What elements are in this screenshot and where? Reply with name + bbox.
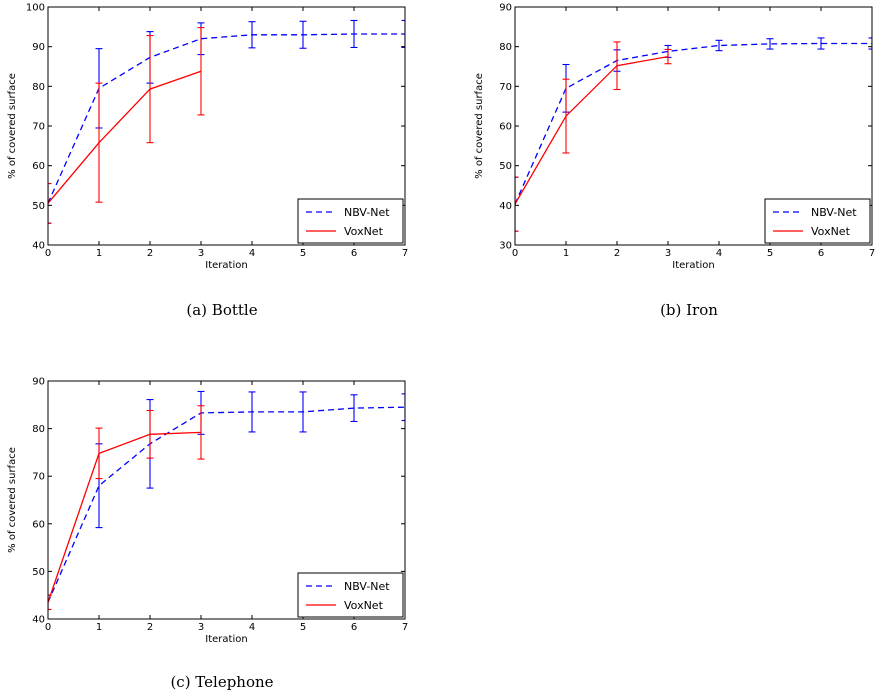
- y-tick-label: 30: [499, 241, 512, 252]
- legend-label-nbv-net: NBV-Net: [344, 580, 390, 593]
- y-tick-label: 40: [32, 241, 45, 252]
- y-tick-label: 60: [32, 519, 45, 530]
- x-tick-label: 4: [249, 248, 255, 259]
- y-tick-label: 80: [32, 424, 45, 435]
- x-tick-label: 1: [563, 248, 569, 259]
- y-axis-label: % of covered surface: [7, 73, 18, 179]
- plot-area: [48, 390, 405, 611]
- series-line-voxnet: [48, 431, 202, 603]
- series-line-nbv-net: [515, 42, 872, 205]
- y-axis-label: % of covered surface: [7, 447, 18, 553]
- y-tick-label: 90: [499, 3, 512, 14]
- y-tick-label: 50: [499, 161, 512, 172]
- x-tick-label: 7: [869, 248, 875, 259]
- x-tick-label: 2: [147, 622, 153, 633]
- x-tick-label: 3: [665, 248, 671, 259]
- y-tick-label: 60: [32, 161, 45, 172]
- plot-area: [48, 19, 405, 224]
- legend-label-voxnet: VoxNet: [344, 599, 384, 612]
- y-tick-label: 90: [32, 377, 45, 388]
- x-tick-label: 5: [767, 248, 773, 259]
- legend-label-voxnet: VoxNet: [344, 225, 384, 238]
- legend-box: [297, 572, 404, 618]
- y-tick-label: 60: [499, 122, 512, 133]
- x-tick-label: 4: [249, 622, 255, 633]
- chart-telephone: 0 1 2 3 4 5 6 7 40 50 60 70 80 90 Iteration % of covere…: [7, 377, 408, 692]
- x-tick-label: 3: [198, 622, 204, 633]
- y-tick-label: 100: [26, 3, 45, 14]
- y-tick-label: 80: [32, 82, 45, 93]
- series-line-nbv-net: [48, 33, 405, 204]
- x-tick-label: 6: [351, 622, 357, 633]
- axes-frame: [47, 380, 406, 620]
- legend-label-nbv-net: NBV-Net: [811, 206, 857, 219]
- y-tick-label: 50: [32, 201, 45, 212]
- x-tick-label: 6: [818, 248, 824, 259]
- y-tick-label: 40: [499, 201, 512, 212]
- chart-caption: (b) Iron: [660, 301, 718, 319]
- x-tick-label: 0: [45, 248, 51, 259]
- y-tick-label: 70: [499, 82, 512, 93]
- chart-caption: (c) Telephone: [170, 673, 273, 691]
- y-tick-label: 80: [499, 42, 512, 53]
- legend-box: [764, 198, 871, 244]
- plot-area: [515, 37, 872, 232]
- x-tick-label: 5: [300, 248, 306, 259]
- x-tick-label: 2: [614, 248, 620, 259]
- legend-label-voxnet: VoxNet: [811, 225, 851, 238]
- x-tick-label: 7: [402, 622, 408, 633]
- chart-iron: 0 1 2 3 4 5 6 7 30 40 50 60 70 80 90 Iteration % of cove…: [474, 3, 875, 320]
- chart-bottle: 0 1 2 3 4 5 6 7 40 50 60 70 80 90 100 Iteration % of cov…: [7, 3, 408, 320]
- x-tick-label: 1: [96, 248, 102, 259]
- y-axis-label: % of covered surface: [474, 73, 485, 179]
- series-line-voxnet: [48, 70, 202, 204]
- x-tick-label: 7: [402, 248, 408, 259]
- x-tick-label: 6: [351, 248, 357, 259]
- x-tick-label: 3: [198, 248, 204, 259]
- y-tick-label: 70: [32, 472, 45, 483]
- x-tick-label: 0: [45, 622, 51, 633]
- x-tick-label: 5: [300, 622, 306, 633]
- x-axis-label: Iteration: [205, 634, 247, 645]
- y-tick-label: 90: [32, 42, 45, 53]
- x-tick-label: 1: [96, 622, 102, 633]
- x-tick-label: 0: [512, 248, 518, 259]
- x-axis-label: Iteration: [672, 260, 714, 271]
- legend-box: [297, 198, 404, 244]
- x-tick-label: 2: [147, 248, 153, 259]
- y-tick-label: 70: [32, 122, 45, 133]
- series-line-voxnet: [515, 55, 669, 205]
- x-tick-label: 4: [716, 248, 722, 259]
- x-axis-label: Iteration: [205, 260, 247, 271]
- legend-label-nbv-net: NBV-Net: [344, 206, 390, 219]
- y-tick-label: 50: [32, 567, 45, 578]
- y-tick-label: 40: [32, 615, 45, 626]
- chart-caption: (a) Bottle: [186, 301, 257, 319]
